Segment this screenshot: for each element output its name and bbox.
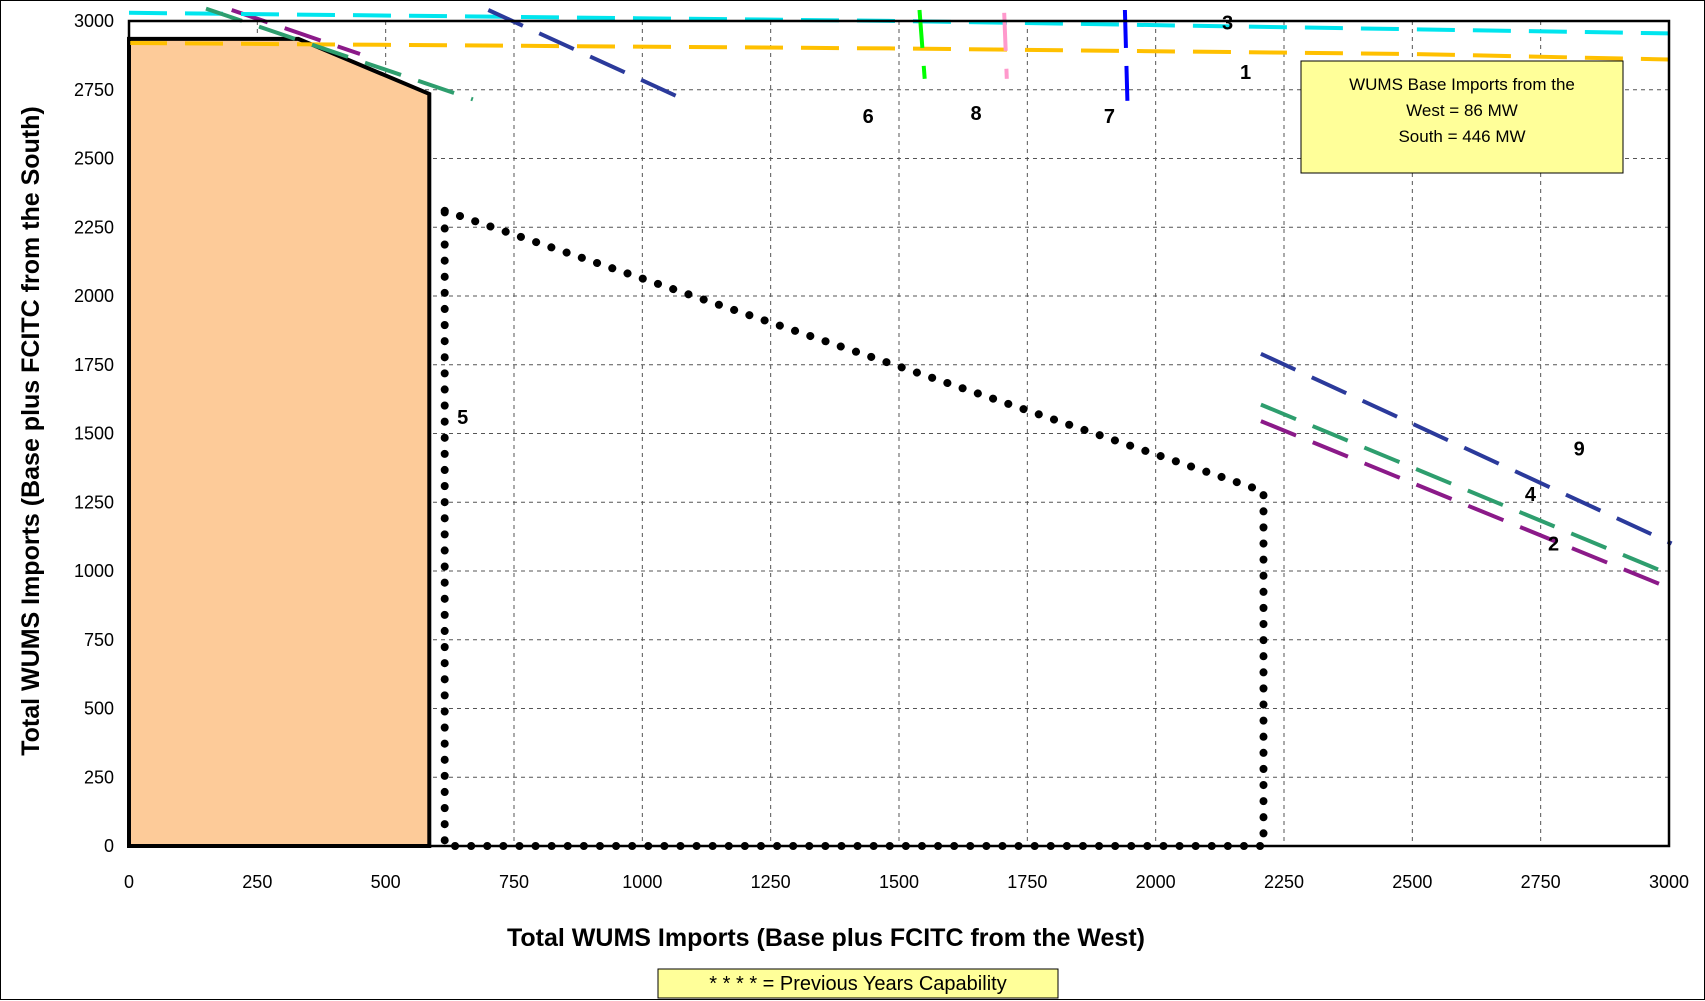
y-tick-label: 1500 [74,424,114,444]
previous-capability-layer [440,206,1268,850]
y-tick-label: 2750 [74,80,114,100]
series-line-6 [487,8,682,100]
previous-capability-line [440,206,1268,850]
series-line-6 [1260,351,1673,546]
annotation-line-1: WUMS Base Imports from the [1349,75,1575,94]
annotation-box: WUMS Base Imports from the West = 86 MW … [1300,60,1624,174]
curve-label-8: 8 [970,103,981,125]
x-tick-label: 1000 [622,872,662,892]
x-tick-label: 500 [371,872,401,892]
x-axis-title: Total WUMS Imports (Base plus FCITC from… [507,924,1145,952]
y-axis-title: Total WUMS Imports (Base plus FCITC from… [17,106,45,756]
x-tick-label: 2750 [1521,872,1561,892]
curve-label-4: 4 [1525,484,1537,506]
annotation-line-3: South = 446 MW [1398,127,1525,146]
feasible-region-layer [127,36,432,848]
y-tick-label: 2500 [74,149,114,169]
curve-label-6: 6 [863,106,874,128]
curve-label-2: 2 [1548,533,1559,555]
series-line-2 [231,8,361,56]
annotation-line-2: West = 86 MW [1406,101,1518,120]
series-line-8 [1002,12,1009,79]
x-tick-label: 1750 [1007,872,1047,892]
x-tick-label: 2000 [1136,872,1176,892]
series-line-3 [128,10,1670,36]
previous-capability-note: * * * * = Previous Years Capability [657,968,1059,999]
curve-label-9: 9 [1574,439,1585,461]
series-line-2 [1260,419,1673,591]
x-tick-label: 250 [242,872,272,892]
curve-label-1: 1 [1240,62,1251,84]
curve-label-5: 5 [457,407,468,429]
curve-label-7: 7 [1104,106,1115,128]
x-tick-label: 2500 [1392,872,1432,892]
y-tick-label: 2250 [74,217,114,237]
curve-label-3: 3 [1222,12,1233,34]
previous-capability-note-text: * * * * = Previous Years Capability [709,973,1006,995]
y-tick-label: 250 [84,767,114,787]
y-tick-label: 1750 [74,355,114,375]
x-tick-labels: 0 250 500 750 1000 1250 1500 1750 2000 2250 2500 27… [124,872,1689,892]
series-line-4 [205,6,474,102]
y-tick-label: 0 [104,836,114,856]
x-tick-label: 1250 [751,872,791,892]
feasible-region [127,36,432,848]
y-tick-label: 1000 [74,561,114,581]
x-tick-label: 750 [499,872,529,892]
series-line-7 [1122,9,1130,101]
plot-area-frame [127,19,1671,848]
x-tick-label: 1500 [879,872,919,892]
series-line-4 [1260,402,1673,577]
y-tick-label: 3000 [74,11,114,31]
x-tick-label: 0 [124,872,134,892]
series-layer [128,6,1673,591]
y-tick-label: 500 [84,699,114,719]
y-tick-label: 1250 [74,492,114,512]
x-tick-label: 3000 [1649,872,1689,892]
series-line-1 [128,41,1670,62]
y-tick-label: 2000 [74,286,114,306]
y-tick-labels: 0 250 500 750 1000 1250 1500 1750 2000 2250 2500 27… [74,11,114,856]
y-tick-label: 750 [84,630,114,650]
curve-labels: 1 2 3 4 5 6 7 8 9 [457,12,1585,555]
x-tick-label: 2250 [1264,872,1304,892]
